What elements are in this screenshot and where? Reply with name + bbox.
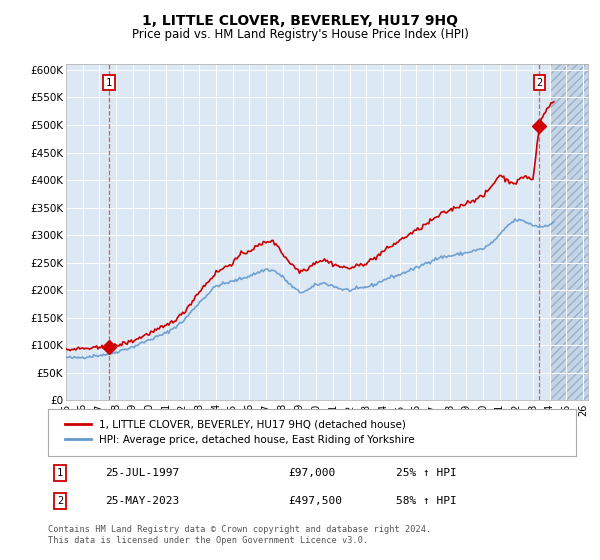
Text: 1: 1 (106, 78, 112, 88)
Legend: 1, LITTLE CLOVER, BEVERLEY, HU17 9HQ (detached house), HPI: Average price, detac: 1, LITTLE CLOVER, BEVERLEY, HU17 9HQ (de… (58, 414, 421, 451)
Bar (551, 64, 592, 400)
Text: 1: 1 (57, 468, 63, 478)
Text: Price paid vs. HM Land Registry's House Price Index (HPI): Price paid vs. HM Land Registry's House … (131, 28, 469, 41)
Bar (551, 15, 592, 400)
Text: 25-MAY-2023: 25-MAY-2023 (105, 496, 179, 506)
Text: £97,000: £97,000 (288, 468, 335, 478)
Text: £497,500: £497,500 (288, 496, 342, 506)
Text: 25% ↑ HPI: 25% ↑ HPI (396, 468, 457, 478)
Text: 2: 2 (536, 78, 542, 88)
Text: 25-JUL-1997: 25-JUL-1997 (105, 468, 179, 478)
Text: Contains HM Land Registry data © Crown copyright and database right 2024.
This d: Contains HM Land Registry data © Crown c… (48, 525, 431, 545)
Text: 1, LITTLE CLOVER, BEVERLEY, HU17 9HQ: 1, LITTLE CLOVER, BEVERLEY, HU17 9HQ (142, 14, 458, 28)
Text: 2: 2 (57, 496, 63, 506)
Text: 58% ↑ HPI: 58% ↑ HPI (396, 496, 457, 506)
